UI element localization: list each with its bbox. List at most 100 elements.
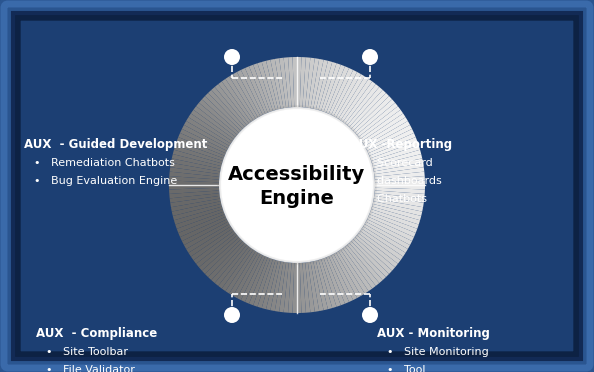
- Wedge shape: [375, 171, 425, 180]
- Wedge shape: [358, 231, 400, 264]
- Wedge shape: [345, 245, 380, 286]
- Wedge shape: [180, 217, 227, 241]
- Wedge shape: [229, 74, 258, 119]
- Wedge shape: [262, 61, 278, 110]
- Wedge shape: [372, 154, 422, 169]
- Wedge shape: [355, 99, 395, 135]
- Wedge shape: [245, 66, 268, 114]
- Wedge shape: [349, 241, 386, 280]
- Wedge shape: [180, 129, 227, 153]
- Wedge shape: [233, 72, 260, 118]
- Wedge shape: [174, 206, 223, 225]
- Wedge shape: [375, 190, 425, 198]
- Wedge shape: [375, 188, 425, 194]
- Wedge shape: [173, 150, 222, 166]
- Wedge shape: [324, 257, 345, 305]
- Wedge shape: [366, 219, 412, 245]
- Wedge shape: [373, 158, 423, 171]
- Wedge shape: [345, 84, 380, 125]
- Wedge shape: [367, 129, 414, 153]
- Wedge shape: [170, 193, 220, 203]
- Wedge shape: [324, 65, 345, 113]
- Wedge shape: [360, 229, 403, 260]
- Wedge shape: [302, 263, 311, 313]
- Wedge shape: [184, 121, 229, 148]
- Text: •   Chatbots: • Chatbots: [361, 194, 428, 203]
- Text: •   dashboards: • dashboards: [361, 176, 442, 186]
- Text: AUX  - Compliance: AUX - Compliance: [36, 327, 157, 340]
- Wedge shape: [351, 93, 389, 131]
- Wedge shape: [368, 133, 416, 156]
- Wedge shape: [326, 66, 349, 114]
- Wedge shape: [339, 77, 368, 120]
- Text: •   Tool: • Tool: [387, 365, 426, 372]
- Wedge shape: [266, 261, 281, 310]
- Text: •   Scorecard: • Scorecard: [361, 158, 433, 168]
- Wedge shape: [318, 62, 337, 111]
- Wedge shape: [182, 125, 228, 151]
- Wedge shape: [169, 188, 219, 194]
- Wedge shape: [372, 201, 422, 216]
- Wedge shape: [233, 253, 260, 298]
- Wedge shape: [184, 222, 229, 249]
- Wedge shape: [311, 261, 324, 311]
- Wedge shape: [370, 141, 419, 161]
- Wedge shape: [171, 158, 221, 171]
- Wedge shape: [275, 262, 286, 312]
- Wedge shape: [339, 250, 368, 294]
- Wedge shape: [358, 106, 400, 139]
- Wedge shape: [349, 90, 386, 129]
- Wedge shape: [175, 209, 224, 229]
- Wedge shape: [169, 171, 219, 180]
- Wedge shape: [202, 237, 241, 274]
- Wedge shape: [373, 199, 423, 212]
- Wedge shape: [374, 196, 424, 207]
- Wedge shape: [375, 180, 425, 185]
- Wedge shape: [196, 103, 237, 137]
- Wedge shape: [177, 212, 225, 233]
- Wedge shape: [357, 233, 398, 267]
- Wedge shape: [328, 255, 353, 302]
- Wedge shape: [169, 176, 219, 182]
- Circle shape: [362, 49, 378, 65]
- Wedge shape: [357, 103, 398, 137]
- Wedge shape: [374, 163, 424, 174]
- Circle shape: [219, 107, 375, 263]
- Wedge shape: [222, 79, 254, 122]
- Wedge shape: [169, 180, 219, 185]
- Wedge shape: [245, 256, 268, 304]
- Wedge shape: [353, 237, 392, 274]
- Wedge shape: [305, 262, 315, 312]
- Wedge shape: [328, 68, 353, 115]
- Wedge shape: [241, 68, 266, 115]
- Wedge shape: [300, 57, 306, 107]
- Wedge shape: [257, 259, 276, 308]
- Wedge shape: [375, 185, 425, 189]
- Wedge shape: [222, 248, 254, 291]
- Wedge shape: [226, 77, 255, 120]
- Wedge shape: [316, 260, 332, 309]
- Wedge shape: [343, 81, 376, 124]
- Wedge shape: [362, 226, 406, 257]
- Wedge shape: [266, 60, 281, 109]
- Wedge shape: [292, 57, 297, 107]
- Wedge shape: [334, 72, 361, 118]
- Wedge shape: [214, 245, 249, 286]
- Wedge shape: [170, 196, 220, 207]
- Wedge shape: [316, 61, 332, 110]
- Wedge shape: [360, 110, 403, 141]
- Wedge shape: [311, 59, 324, 109]
- Wedge shape: [367, 217, 414, 241]
- Wedge shape: [237, 254, 263, 300]
- Circle shape: [362, 307, 378, 323]
- Text: AUX - Monitoring: AUX - Monitoring: [377, 327, 490, 340]
- Wedge shape: [257, 62, 276, 111]
- Wedge shape: [249, 65, 270, 113]
- Wedge shape: [205, 239, 243, 277]
- Wedge shape: [279, 58, 289, 108]
- Wedge shape: [205, 93, 243, 131]
- Wedge shape: [288, 263, 294, 313]
- Wedge shape: [199, 235, 239, 271]
- Wedge shape: [331, 254, 357, 300]
- Wedge shape: [297, 263, 302, 313]
